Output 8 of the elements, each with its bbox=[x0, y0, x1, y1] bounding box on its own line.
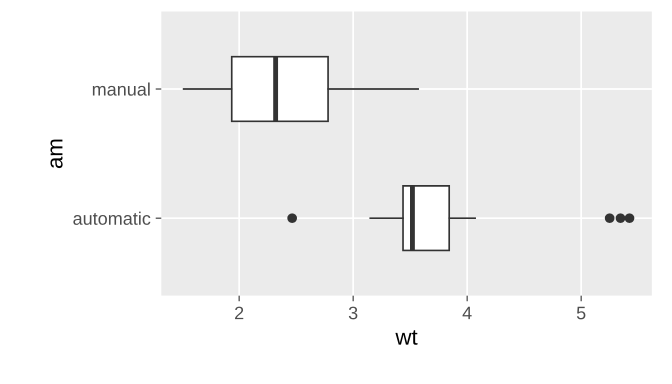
y-tick-label: manual bbox=[92, 82, 150, 96]
x-tick-label: 2 bbox=[235, 306, 244, 320]
x-axis-title: wt bbox=[395, 330, 418, 345]
x-tick-label: 3 bbox=[348, 306, 358, 320]
x-tick-label: 5 bbox=[576, 306, 586, 320]
x-tick-label: 4 bbox=[462, 306, 472, 320]
y-axis-title: am bbox=[50, 140, 63, 168]
y-tick-label: automatic bbox=[73, 212, 150, 225]
